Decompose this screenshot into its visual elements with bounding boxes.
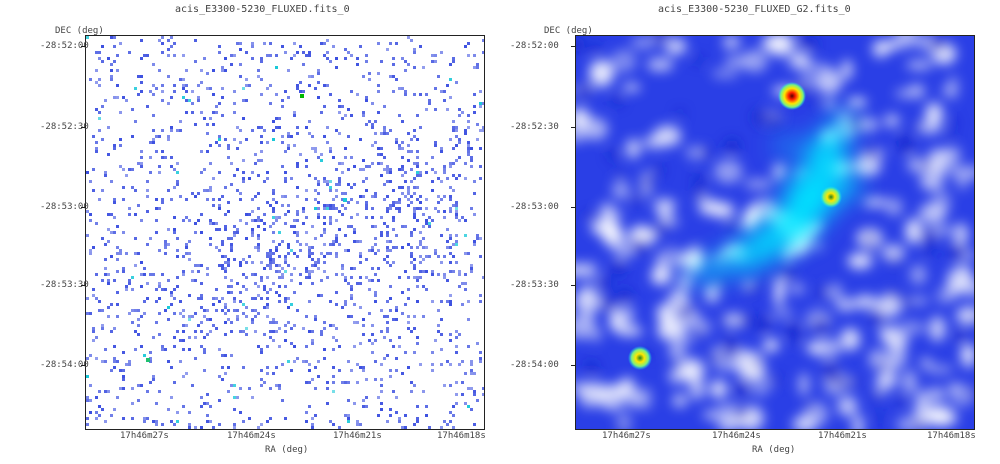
source	[628, 346, 652, 370]
x-tick-label: 17h46m24s	[712, 431, 761, 441]
x-axis-label: RA (deg)	[265, 445, 309, 455]
y-tick-label: -28:52:30	[40, 122, 89, 132]
y-tick-mark	[81, 46, 86, 47]
y-axis-label: DEC (deg)	[544, 26, 593, 36]
y-tick-mark	[571, 127, 576, 128]
x-tick-label: 17h46m27s	[120, 431, 169, 441]
x-axis-label: RA (deg)	[752, 445, 796, 455]
y-tick-label: -28:53:00	[510, 202, 559, 212]
panel-title: acis_E3300-5230_FLUXED.fits_0	[175, 4, 350, 15]
y-tick-mark	[81, 127, 86, 128]
x-tick-label: 17h46m24s	[227, 431, 276, 441]
x-tick-label: 17h46m21s	[818, 431, 867, 441]
y-tick-label: -28:53:30	[510, 280, 559, 290]
y-tick-mark	[81, 207, 86, 208]
source	[820, 186, 842, 208]
y-tick-mark	[571, 365, 576, 366]
y-tick-label: -28:53:00	[40, 202, 89, 212]
x-tick-label: 17h46m27s	[602, 431, 651, 441]
x-tick-label: 17h46m18s	[927, 431, 976, 441]
smoothed-image-panel: acis_E3300-5230_FLUXED_G2.fits_0 DEC (de…	[490, 0, 1000, 464]
y-tick-label: -28:52:30	[510, 122, 559, 132]
y-tick-mark	[81, 285, 86, 286]
panel-title: acis_E3300-5230_FLUXED_G2.fits_0	[658, 4, 851, 15]
x-tick-label: 17h46m18s	[437, 431, 486, 441]
smoothed-image-svg	[576, 36, 974, 429]
raw-image-canvas[interactable]	[85, 35, 485, 430]
y-tick-mark	[571, 46, 576, 47]
y-axis-label: DEC (deg)	[55, 26, 104, 36]
smoothed-image-canvas[interactable]	[575, 35, 975, 430]
y-tick-mark	[571, 285, 576, 286]
bright-pixel	[300, 94, 304, 98]
x-tick-label: 17h46m21s	[333, 431, 382, 441]
bright-source	[778, 82, 806, 110]
y-tick-mark	[571, 207, 576, 208]
y-tick-mark	[81, 365, 86, 366]
y-tick-label: -28:54:00	[510, 360, 559, 370]
raw-image-panel: acis_E3300-5230_FLUXED.fits_0 DEC (deg) …	[0, 0, 490, 464]
y-tick-label: -28:53:30	[40, 280, 89, 290]
y-tick-label: -28:52:00	[510, 41, 559, 51]
y-tick-label: -28:52:00	[40, 41, 89, 51]
bright-pixel	[146, 358, 150, 362]
bright-pixel	[343, 198, 347, 202]
y-tick-label: -28:54:00	[40, 360, 89, 370]
raw-image-svg	[86, 36, 484, 429]
